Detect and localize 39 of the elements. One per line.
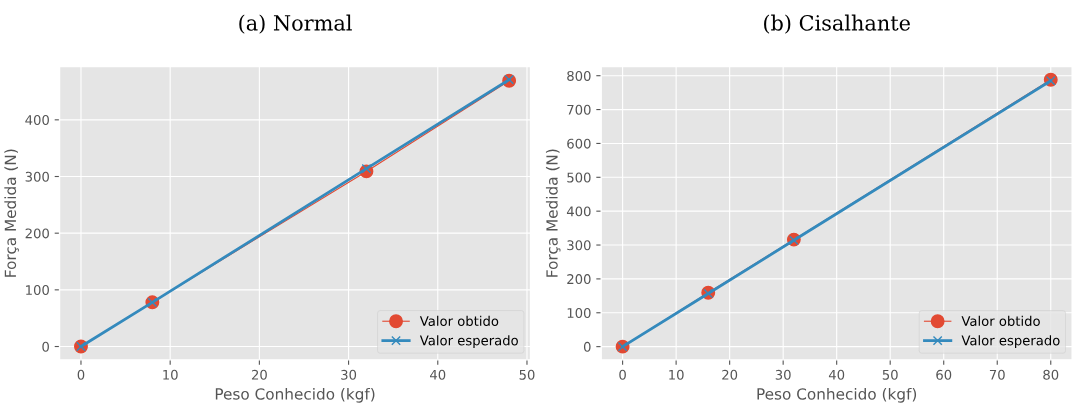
x-tick-label: 20 xyxy=(722,369,738,380)
chart-title: (a) Normal xyxy=(239,14,352,34)
y-tick-label: 0 xyxy=(583,341,591,352)
y-axis-title: Força Medida (N) xyxy=(4,149,19,277)
y-tick-label: 800 xyxy=(567,70,591,81)
y-tick-label: 400 xyxy=(566,206,591,217)
legend-label: Valor esperado xyxy=(419,335,518,348)
x-tick-label: 40 xyxy=(430,369,446,380)
chart-title: (b) Cisalhante xyxy=(764,14,910,34)
x-tick-label: 70 xyxy=(989,369,1005,380)
y-tick-label: 300 xyxy=(25,171,49,182)
x-tick-label: 0 xyxy=(77,369,85,380)
y-tick-label: 100 xyxy=(26,285,49,296)
legend-label: Valor obtido xyxy=(419,315,499,327)
x-tick-label: 10 xyxy=(163,369,178,380)
x-tick-label: 10 xyxy=(669,369,684,380)
y-tick-label: 400 xyxy=(25,115,49,126)
x-tick-label: 40 xyxy=(828,369,845,380)
x-axis-title: Peso Conhecido (kgf) xyxy=(215,387,375,403)
x-tick-label: 30 xyxy=(341,369,357,380)
y-tick-label: 600 xyxy=(567,138,591,149)
x-tick-label: 20 xyxy=(251,369,267,380)
x-tick-label: 60 xyxy=(936,369,952,380)
y-tick-label: 500 xyxy=(567,172,591,183)
x-tick-label: 50 xyxy=(519,369,535,380)
y-tick-label: 300 xyxy=(567,240,591,251)
y-tick-label: 100 xyxy=(567,307,591,318)
y-tick-label: 200 xyxy=(567,274,591,285)
legend-label: Valor obtido xyxy=(961,315,1040,327)
x-tick-label: 80 xyxy=(1043,369,1059,380)
x-tick-label: 0 xyxy=(619,369,626,380)
y-axis-title: Força Medida (N) xyxy=(545,149,561,277)
y-tick-label: 0 xyxy=(42,341,49,352)
legend-label: Valor esperado xyxy=(961,335,1060,348)
x-axis-title: Peso Conhecido (kgf) xyxy=(757,387,917,403)
x-tick-label: 50 xyxy=(882,369,898,380)
x-tick-label: 30 xyxy=(775,369,791,380)
y-tick-label: 200 xyxy=(25,228,49,239)
y-tick-label: 700 xyxy=(567,104,591,115)
